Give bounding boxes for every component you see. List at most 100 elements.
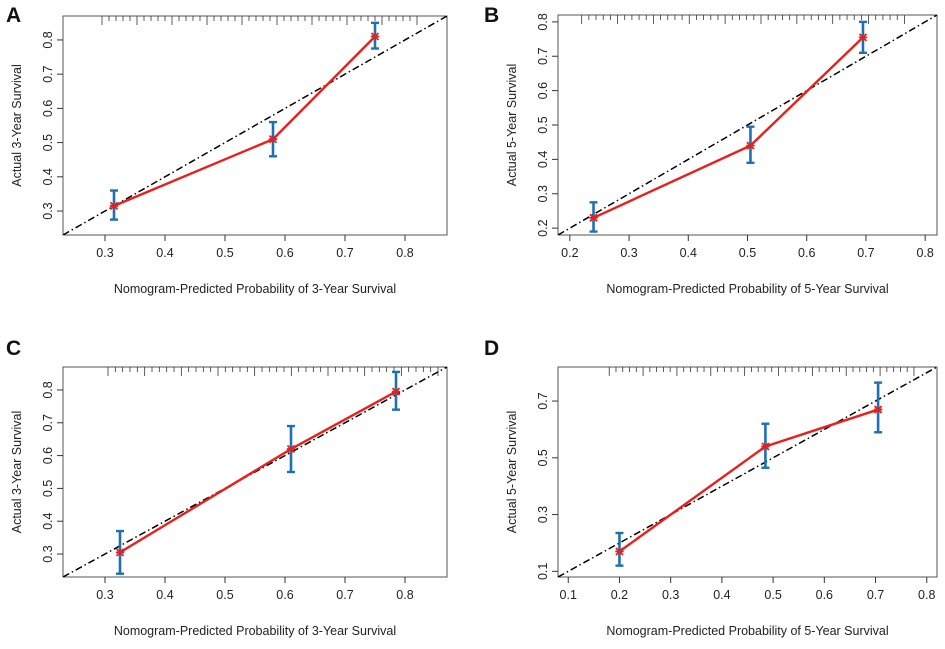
y-tick-label: 0.6: [41, 447, 55, 464]
rug-ticks: [608, 367, 915, 376]
x-tick-label: 0.5: [216, 246, 233, 260]
x-tick-label: 0.2: [561, 246, 578, 260]
rug-ticks: [101, 16, 418, 25]
y-tick-label: 0.8: [41, 381, 55, 398]
data-point-marker: [391, 387, 401, 396]
data-point-marker: [268, 135, 278, 144]
ideal-line: [63, 16, 447, 235]
x-tick-label: 0.1: [560, 588, 577, 602]
data-layer: [558, 15, 937, 235]
y-tick-label: 0.7: [41, 65, 55, 82]
panel-letter-a: A: [6, 4, 22, 27]
x-tick-label: 0.7: [336, 588, 353, 602]
x-axis: 0.3 0.4 0.5 0.6 0.7 0.8: [96, 577, 414, 602]
x-axis: 0.3 0.4 0.5 0.6 0.7 0.8: [96, 235, 414, 260]
rug-ticks: [107, 367, 439, 376]
y-tick-label: 0.5: [536, 116, 550, 133]
x-tick-label: 0.7: [336, 246, 353, 260]
y-tick-label: 0.3: [41, 202, 55, 219]
data-point-marker: [589, 213, 598, 222]
panel-letter-b: B: [484, 4, 500, 27]
x-tick-label: 0.3: [96, 246, 113, 260]
calibration-line: [119, 390, 397, 554]
data-point-marker: [109, 201, 119, 211]
data-point-marker: [873, 405, 883, 414]
x-tick-label: 0.8: [916, 246, 933, 260]
y-tick-label: 0.4: [41, 512, 55, 529]
y-tick-label: 0.2: [536, 219, 550, 236]
x-tick-label: 0.5: [216, 588, 233, 602]
x-axis-title: Nomogram-Predicted Probability of 3-Year…: [114, 282, 396, 296]
y-axis: 0.3 0.4 0.5 0.6 0.7 0.8: [41, 381, 63, 563]
chart-a: 0.3 0.4 0.5 0.6 0.7 0.8 0.3 0.4 0.5 0.6 0.7 0.8 Nomo…: [10, 15, 448, 296]
x-tick-label: 0.5: [764, 588, 781, 602]
y-axis: 0.3 0.4 0.5 0.6 0.7 0.8: [41, 31, 63, 220]
x-tick-label: 0.6: [276, 588, 293, 602]
chart-b: 0.2 0.3 0.4 0.5 0.6 0.7 0.80.20.30.40.50.60.70…: [505, 13, 938, 296]
y-axis-title: Actual 3-Year Survival: [10, 411, 24, 534]
data-point-marker: [370, 32, 380, 41]
x-tick-label: 0.8: [396, 246, 413, 260]
x-tick-label: 0.8: [918, 588, 935, 602]
y-tick-label: 0.3: [41, 545, 55, 562]
y-tick-label: 0.8: [536, 13, 550, 30]
x-tick-label: 0.7: [867, 588, 884, 602]
chart-c: 0.3 0.4 0.5 0.6 0.7 0.8 0.3 0.4 0.5 0.6 0.7 0.8 Nomo…: [10, 366, 448, 638]
calibration-line: [618, 408, 879, 553]
panel-a: A 0.3 0.4 0.5 0.6 0.7 0.8 0.3 0.4 0.5 0.6 0.7 0.8 No…: [0, 0, 472, 325]
data-layer: [63, 16, 447, 235]
panel-letter-c: C: [6, 337, 22, 360]
x-tick-label: 0.6: [798, 246, 815, 260]
x-tick-label: 0.5: [739, 246, 756, 260]
y-tick-label: 0.4: [536, 151, 550, 168]
x-tick-label: 0.4: [156, 246, 173, 260]
plot-frame: [557, 366, 938, 578]
x-tick-label: 0.8: [396, 588, 413, 602]
calibration-line: [113, 35, 376, 208]
data-point-marker: [858, 33, 868, 42]
x-tick-label: 0.6: [276, 246, 293, 260]
data-point-marker: [286, 444, 296, 454]
y-tick-label: 0.1: [536, 563, 550, 580]
data-point-marker: [115, 548, 125, 557]
x-tick-label: 0.3: [662, 588, 679, 602]
x-axis: 0.1 0.2 0.3 0.4 0.5 0.6 0.7 0.8: [560, 577, 935, 602]
x-tick-label: 0.4: [713, 588, 730, 602]
y-tick-label: 0.3: [536, 506, 550, 523]
x-tick-label: 0.3: [96, 588, 113, 602]
panel-b: B 0.2 0.3 0.4 0.5 0.6 0.7 0.8 0.2 0.3 0.4 0.5 0.6 0.…: [472, 0, 945, 325]
y-axis-title: Actual 5-Year Survival: [505, 64, 519, 187]
panel-letter-d: D: [484, 337, 500, 360]
x-tick-label: 0.4: [680, 246, 697, 260]
x-tick-label: 0.7: [857, 246, 874, 260]
panel-d: D 0.1 0.2 0.3 0.4 0.5 0.6 0.7 0.8 0.1 0.3 0.5 0.7 No…: [472, 325, 945, 649]
y-tick-label: 0.6: [536, 82, 550, 99]
x-axis-title: Nomogram-Predicted Probability of 3-Year…: [114, 624, 396, 638]
data-layer: [63, 367, 447, 577]
x-axis: 0.2 0.3 0.4 0.5 0.6 0.7 0.8: [561, 235, 934, 260]
data-point-marker: [615, 547, 624, 556]
x-tick-label: 0.3: [620, 246, 637, 260]
y-tick-label: 0.5: [536, 449, 550, 466]
data-point-marker: [761, 442, 770, 451]
data-point-marker: [746, 141, 755, 150]
y-axis: 0.2 0.3 0.4 0.5 0.6 0.7 0.8: [536, 13, 558, 237]
y-tick-label: 0.5: [41, 134, 55, 151]
y-tick-label: 0.8: [41, 31, 55, 48]
chart-d: 0.1 0.2 0.3 0.4 0.5 0.6 0.7 0.8 0.1 0.3 0.5 0.7 Nomo…: [505, 366, 938, 638]
y-tick-label: 0.7: [536, 48, 550, 65]
y-axis-title: Actual 5-Year Survival: [505, 411, 519, 534]
x-tick-label: 0.6: [816, 588, 833, 602]
y-tick-label: 0.7: [536, 392, 550, 409]
x-axis-title: Nomogram-Predicted Probability of 5-Year…: [606, 624, 888, 638]
panel-c: C 0.3 0.4 0.5 0.6 0.7 0.8 0.3 0.4 0.5 0.6 0.7 0.8 No…: [0, 325, 472, 649]
y-tick-label: 0.4: [41, 168, 55, 185]
y-tick-label: 0.7: [41, 414, 55, 431]
ideal-line: [558, 15, 937, 235]
y-axis-title: Actual 3-Year Survival: [10, 64, 24, 187]
data-layer: [558, 367, 937, 577]
x-tick-label: 0.4: [156, 588, 173, 602]
ideal-line: [558, 367, 937, 577]
y-tick-label: 0.6: [41, 100, 55, 117]
y-tick-label: 0.3: [536, 185, 550, 202]
